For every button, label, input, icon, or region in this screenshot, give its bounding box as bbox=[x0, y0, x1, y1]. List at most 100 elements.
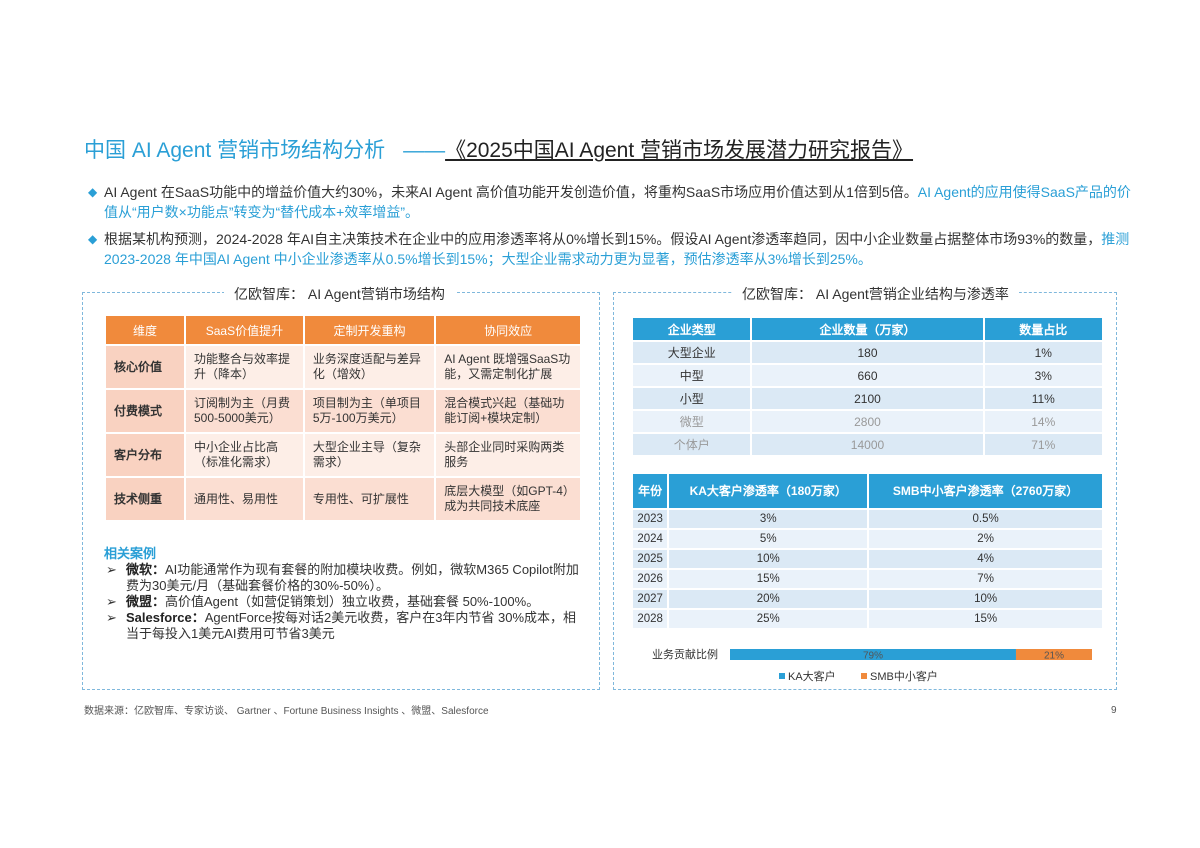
table-cell: 10% bbox=[869, 590, 1102, 608]
table-cell: 660 bbox=[752, 365, 983, 386]
table-cell: 功能整合与效率提升（降本） bbox=[186, 346, 303, 388]
table-cell: 11% bbox=[984, 388, 1102, 409]
bullet: AI Agent 在SaaS功能中的增益价值大约30%，未来AI Agent 高… bbox=[88, 182, 1134, 222]
bullet-text: 根据某机构预测，2024-2028 年AI自主决策技术在企业中的应用渗透率将从0… bbox=[104, 231, 1102, 247]
bar-segment bbox=[1015, 649, 1092, 660]
bar-segment bbox=[730, 649, 1016, 660]
table-cell: 15% bbox=[669, 570, 868, 588]
table-cell: 2100 bbox=[752, 388, 983, 409]
table-cell: 5% bbox=[669, 530, 868, 548]
table-row: 核心价值 功能整合与效率提升（降本） 业务深度适配与差异化（增效） AI Agent … bbox=[106, 346, 580, 388]
table-cell: 2023 bbox=[633, 510, 668, 528]
report-title: 《2025中国AI Agent 营销市场发展潜力研究报告》 bbox=[445, 139, 914, 162]
legend-swatch bbox=[779, 673, 785, 679]
table-cell: 3% bbox=[669, 510, 868, 528]
table-row: 2025 10% 4% bbox=[633, 550, 1102, 568]
legend-swatch bbox=[861, 673, 867, 679]
header-cell: 企业数量（万家） bbox=[752, 318, 983, 340]
header-cell: 数量占比 bbox=[984, 318, 1102, 340]
bullet: 根据某机构预测，2024-2028 年AI自主决策技术在企业中的应用渗透率将从0… bbox=[88, 229, 1134, 269]
table-cell: 25% bbox=[669, 610, 868, 628]
table-row: 2024 5% 2% bbox=[633, 530, 1102, 548]
table-row: 技术侧重 通用性、易用性 专用性、可扩展性 底层大模型（如GPT-4）成为共同技术底座 bbox=[106, 478, 580, 520]
header-cell: 协同效应 bbox=[436, 316, 580, 344]
table-cell: AI Agent 既增强SaaS功能，又需定制化扩展 bbox=[436, 346, 580, 388]
table-cell: 付费模式 bbox=[106, 390, 184, 432]
case-item: 微软：AI功能通常作为现有套餐的附加模块收费。例如，微软M365 Copilot… bbox=[104, 562, 584, 594]
header-cell: KA大客户渗透率（180万家） bbox=[669, 474, 868, 508]
contribution-chart: 业务贡献比例 79% KA大客户 21% SMB中小客户 bbox=[652, 647, 1092, 683]
table-cell: 2024 bbox=[633, 530, 668, 548]
table-cell: 业务深度适配与差异化（增效） bbox=[304, 346, 435, 388]
table-cell: 14% bbox=[984, 411, 1102, 432]
table-cell: 通用性、易用性 bbox=[186, 478, 303, 520]
table-cell: 2025 bbox=[633, 550, 668, 568]
table-row: 中型 660 3% bbox=[633, 365, 1102, 386]
table-cell: 2027 bbox=[633, 590, 668, 608]
table-cell: 混合模式兴起（基础功能订阅+模块定制） bbox=[436, 390, 580, 432]
table-cell: 2026 bbox=[633, 570, 668, 588]
case-text: 高价值Agent（如营促销策划）独立收费，基础套餐 50%-100%。 bbox=[165, 594, 540, 609]
table-cell: 项目制为主（单项目5万-100万美元） bbox=[304, 390, 435, 432]
penetration-table: 年份 KA大客户渗透率（180万家） SMB中小客户渗透率（2760万家） 2023 3… bbox=[631, 472, 1104, 630]
table-cell: 2028 bbox=[633, 610, 668, 628]
table-cell: 底层大模型（如GPT-4）成为共同技术底座 bbox=[436, 478, 580, 520]
case-name: Salesforce： bbox=[126, 610, 205, 625]
header-row: 维度 SaaS价值提升 定制开发重构 协同效应 bbox=[106, 316, 580, 344]
header-cell: 年份 bbox=[633, 474, 668, 508]
case-item: 微盟：高价值Agent（如营促销策划）独立收费，基础套餐 50%-100%。 bbox=[104, 594, 584, 610]
table-cell: 专用性、可扩展性 bbox=[304, 478, 435, 520]
title-row: 中国 AI Agent 营销市场结构分析 ——《2025中国AI Agent 营销… bbox=[84, 134, 913, 164]
table-row: 微型 2800 14% bbox=[633, 411, 1102, 432]
cases: 相关案例 微软：AI功能通常作为现有套餐的附加模块收费。例如，微软M365 Co… bbox=[104, 546, 584, 642]
panel-title: 亿欧智库： AI Agent营销企业结构与渗透率 bbox=[732, 284, 1019, 304]
case-name: 微软： bbox=[126, 562, 166, 577]
bullet-highlight: 推测2023-2028 年中国AI Agent 中小企业渗透率从0.5%增长到1… bbox=[104, 231, 1130, 267]
table-row: 2027 20% 10% bbox=[633, 590, 1102, 608]
market-structure-table: 维度 SaaS价值提升 定制开发重构 协同效应 核心价值 功能整合与效率提升（降本） 业务深… bbox=[104, 314, 582, 522]
table-cell: 71% bbox=[984, 434, 1102, 455]
bullet-text: AI Agent 在SaaS功能中的增益价值大约30%，未来AI Agent 高… bbox=[104, 184, 918, 200]
bar-value-label: 21% bbox=[1044, 651, 1064, 662]
table-row: 付费模式 订阅制为主（月费500-5000美元） 项目制为主（单项目5万-100万美… bbox=[106, 390, 580, 432]
table-cell: 20% bbox=[669, 590, 868, 608]
bullet-highlight: AI Agent的应用使得SaaS产品的价值从“用户数×功能点”转变为“替代成本… bbox=[104, 184, 1131, 220]
table-cell: 中型 bbox=[633, 365, 751, 386]
legend-label: KA大客户 bbox=[788, 669, 836, 683]
table-row: 2026 15% 7% bbox=[633, 570, 1102, 588]
table-row: 客户分布 中小企业占比高（标准化需求） 大型企业主导（复杂需求） 头部企业同时采购两类… bbox=[106, 434, 580, 476]
table-cell: 0.5% bbox=[869, 510, 1102, 528]
case-text: AI功能通常作为现有套餐的附加模块收费。例如，微软M365 Copilot附加费… bbox=[126, 562, 579, 593]
table-cell: 3% bbox=[984, 365, 1102, 386]
page-title: 中国 AI Agent 营销市场结构分析 bbox=[84, 139, 386, 162]
header-row: 企业类型 企业数量（万家） 数量占比 bbox=[633, 318, 1102, 340]
table-cell: 2% bbox=[869, 530, 1102, 548]
table-cell: 个体户 bbox=[633, 434, 751, 455]
table-cell: 微型 bbox=[633, 411, 751, 432]
table-row: 2028 25% 15% bbox=[633, 610, 1102, 628]
panel-title: 亿欧智库： AI Agent营销市场结构 bbox=[224, 284, 455, 304]
header-cell: SaaS价值提升 bbox=[186, 316, 303, 344]
company-table: 企业类型 企业数量（万家） 数量占比 大型企业 180 1% 中型 660 3% 小型 2100 11… bbox=[631, 316, 1104, 457]
table-cell: 15% bbox=[869, 610, 1102, 628]
header-cell: 企业类型 bbox=[633, 318, 751, 340]
table-cell: 大型企业主导（复杂需求） bbox=[304, 434, 435, 476]
table-row: 个体户 14000 71% bbox=[633, 434, 1102, 455]
table-cell: 2800 bbox=[752, 411, 983, 432]
table-cell: 中小企业占比高（标准化需求） bbox=[186, 434, 303, 476]
header-row: 年份 KA大客户渗透率（180万家） SMB中小客户渗透率（2760万家） bbox=[633, 474, 1102, 508]
table-cell: 大型企业 bbox=[633, 342, 751, 363]
table-cell: 小型 bbox=[633, 388, 751, 409]
header-cell: 定制开发重构 bbox=[304, 316, 435, 344]
case-name: 微盟： bbox=[126, 594, 166, 609]
table-cell: 180 bbox=[752, 342, 983, 363]
case-item: Salesforce：AgentForce按每对话2美元收费，客户在3年内节省 … bbox=[104, 610, 584, 642]
table-cell: 技术侧重 bbox=[106, 478, 184, 520]
table-cell: 4% bbox=[869, 550, 1102, 568]
table-cell: 14000 bbox=[752, 434, 983, 455]
title-dash: —— bbox=[403, 139, 446, 162]
table-cell: 1% bbox=[984, 342, 1102, 363]
page-number: 9 bbox=[1111, 705, 1117, 716]
bar-value-label: 79% bbox=[863, 651, 883, 662]
